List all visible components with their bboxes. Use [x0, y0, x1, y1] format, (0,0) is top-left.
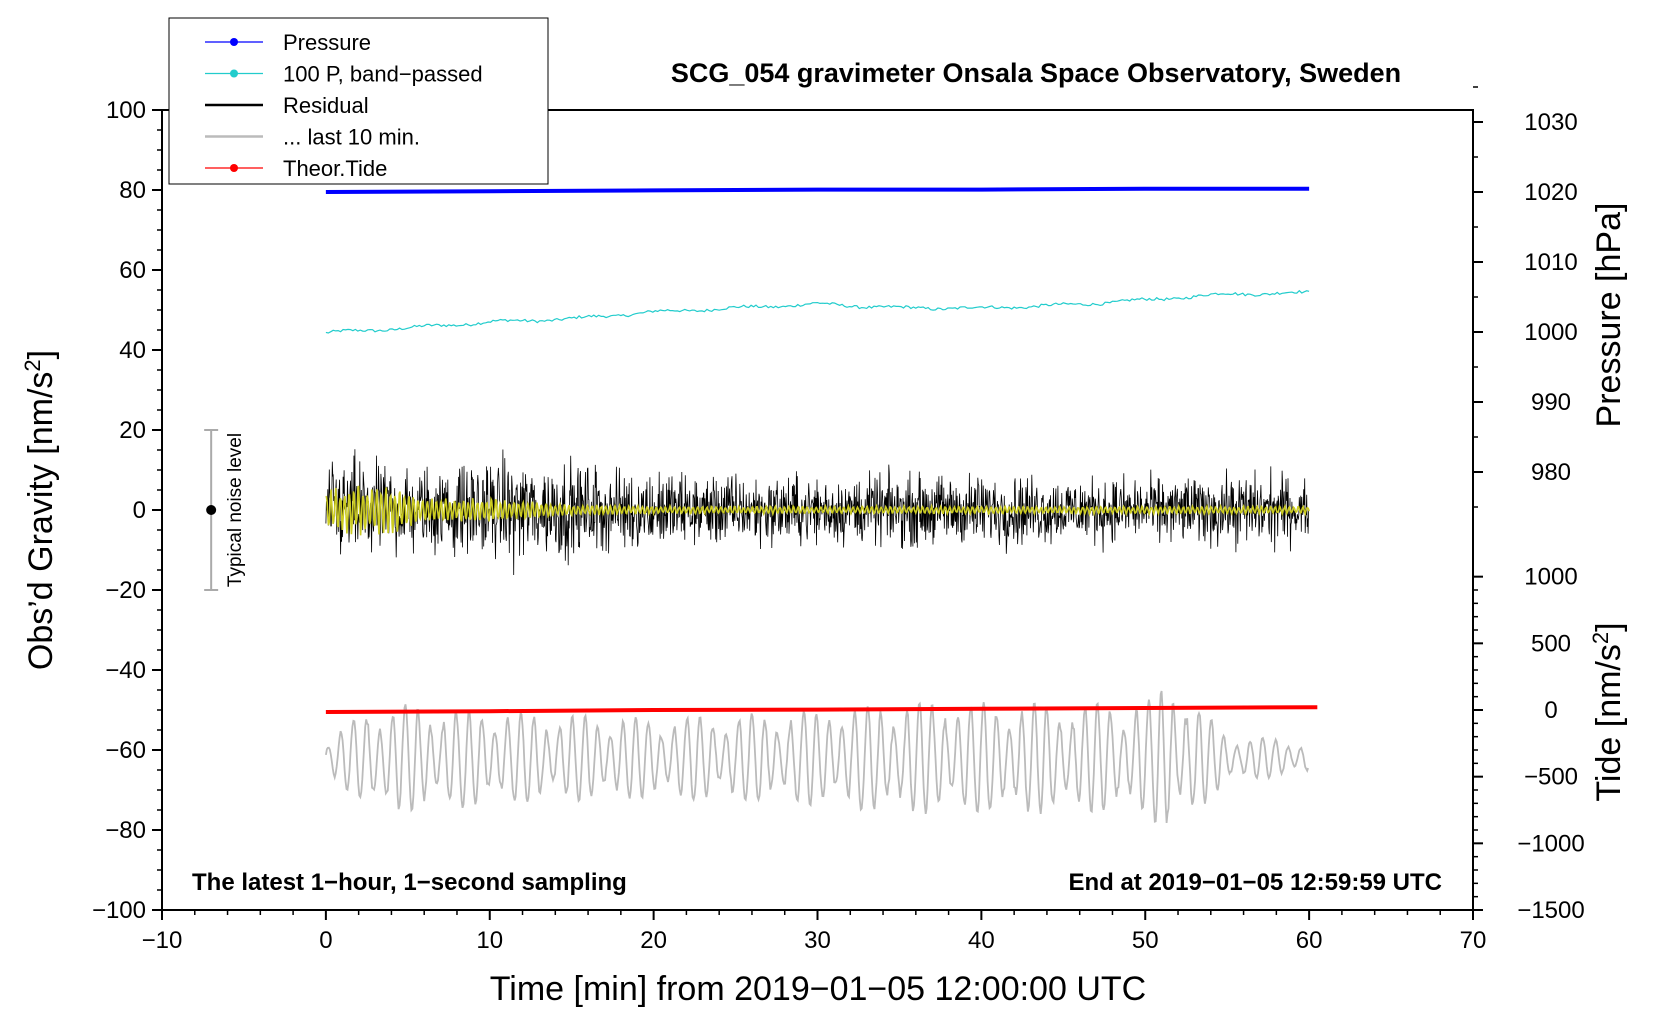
legend-label: Residual — [283, 93, 369, 118]
y-tick-label: −40 — [105, 657, 146, 684]
legend-swatch-marker — [230, 38, 238, 46]
y-tick-label: 20 — [119, 417, 146, 444]
y-axis-title-left: Obs’d Gravity [nm/s2] — [20, 350, 60, 670]
x-tick-label: 70 — [1460, 927, 1487, 954]
x-tick-label: 0 — [319, 927, 332, 954]
tide-tick-label: −500 — [1524, 764, 1578, 791]
y-tick-label: 100 — [106, 97, 146, 124]
y-axis-title-left-sup: 2 — [20, 359, 45, 371]
pressure-tick-label: 990 — [1531, 389, 1571, 416]
series-residual-lowpass — [325, 485, 1310, 536]
pressure-tick-label: 980 — [1531, 459, 1571, 486]
chart-title: SCG_054 gravimeter Onsala Space Observat… — [671, 58, 1401, 88]
pressure-tick-label: 1000 — [1524, 319, 1577, 346]
y-tick-label: 80 — [119, 177, 146, 204]
y-axis-title-tide-sup: 2 — [1588, 632, 1613, 644]
tide-tick-label: 500 — [1531, 630, 1571, 657]
ticks-layer: −10 0 10 20 30 40 50 60 70100806040200−20−40−60−… — [92, 86, 1585, 954]
legend-swatch-marker — [230, 164, 238, 172]
series-theor-tide — [325, 705, 1318, 714]
y-tick-label: 60 — [119, 257, 146, 284]
y-tick-label: −20 — [105, 577, 146, 604]
legend-swatch-marker — [230, 69, 238, 78]
series-last-10-min — [325, 690, 1309, 823]
legend: Pressure 100 P, band−passed Residual ... la… — [168, 17, 549, 185]
y-tick-label: −100 — [92, 897, 146, 924]
y-axis-title-tide-close: ] — [1590, 622, 1628, 631]
tide-tick-label: −1500 — [1517, 897, 1584, 924]
series-layer — [325, 186, 1318, 823]
legend-label: 100 P, band−passed — [283, 62, 483, 87]
legend-label: ... last 10 min. — [283, 125, 420, 150]
y-tick-label: −80 — [105, 817, 146, 844]
y-axis-title-tide: Tide [nm/s2] — [1588, 622, 1628, 801]
legend-label: Theor.Tide — [283, 156, 387, 181]
annotation-end-time: End at 2019−01−05 12:59:59 UTC — [1068, 869, 1442, 896]
annotation-sampling: The latest 1−hour, 1−second sampling — [192, 869, 627, 896]
y-tick-label: 40 — [119, 337, 146, 364]
y-axis-title-tide-text: Tide [nm/s — [1590, 644, 1628, 801]
x-tick-label: 30 — [804, 927, 831, 954]
x-tick-label: 60 — [1296, 927, 1323, 954]
noise-bar-center-dot — [206, 505, 217, 515]
noise-level-label: Typical noise level — [225, 433, 246, 587]
x-axis-title: Time [min] from 2019−01−05 12:00:00 UTC — [490, 970, 1146, 1008]
y-axis-title-left-text: Obs’d Gravity [nm/s — [22, 372, 60, 671]
pressure-tick-label: 1030 — [1524, 109, 1577, 136]
x-tick-label: 20 — [640, 927, 667, 954]
tide-tick-label: −1000 — [1517, 830, 1584, 857]
legend-box — [168, 17, 549, 185]
series-pressure — [325, 186, 1310, 194]
y-axis-title-left-close: ] — [22, 350, 60, 359]
x-tick-label: 40 — [968, 927, 995, 954]
x-tick-label: −10 — [142, 927, 183, 954]
y-tick-label: 0 — [133, 497, 146, 524]
x-tick-label: 50 — [1132, 927, 1159, 954]
x-tick-label: 10 — [476, 927, 503, 954]
pressure-tick-label: 1010 — [1524, 249, 1577, 276]
noise-level-indicator: Typical noise level — [204, 429, 246, 591]
y-axis-title-pressure: Pressure [hPa] — [1590, 203, 1628, 428]
series-pressure-bandpassed — [325, 289, 1310, 334]
y-tick-label: −60 — [105, 737, 146, 764]
legend-label: Pressure — [283, 30, 371, 55]
pressure-tick-label: 1020 — [1524, 179, 1577, 206]
tide-tick-label: 1000 — [1524, 564, 1577, 591]
tide-tick-label: 0 — [1544, 697, 1557, 724]
